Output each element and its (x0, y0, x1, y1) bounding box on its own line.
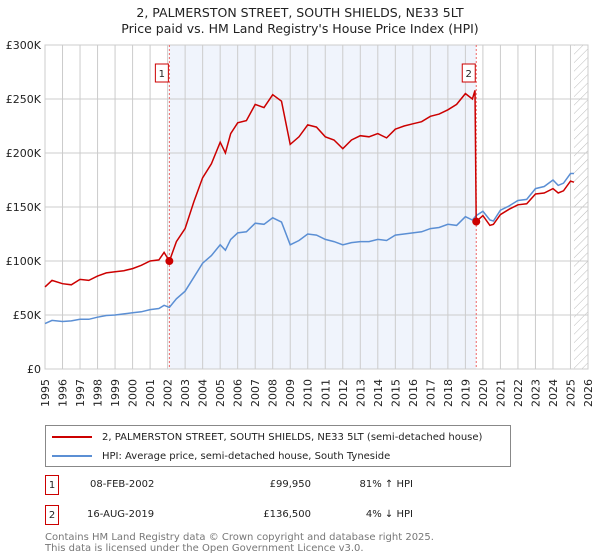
y-tick-label: £200K (6, 147, 42, 160)
x-tick-label: 2003 (179, 379, 192, 407)
x-tick-label: 1998 (92, 379, 105, 407)
transaction-row: 1 08-FEB-2002 £99,950 81% ↑ HPI (45, 475, 465, 495)
transaction-price: £99,950 (269, 479, 311, 490)
x-tick-label: 2000 (127, 379, 140, 407)
x-tick-label: 2026 (582, 379, 595, 407)
x-tick-label: 1999 (109, 379, 122, 407)
chart-title: 2, PALMERSTON STREET, SOUTH SHIELDS, NE3… (136, 5, 464, 20)
price-paid-line (44, 90, 575, 288)
sale-label-box (154, 63, 169, 83)
marker-badge: 2 (45, 505, 59, 525)
x-tick-label: 2010 (302, 379, 315, 407)
x-tick-label: 2017 (424, 379, 437, 407)
x-tick-label: 2004 (197, 379, 210, 407)
y-tick-label: £300K (6, 39, 42, 52)
y-tick-label: £0 (27, 363, 41, 376)
transaction-hpi-diff: 81% ↑ HPI (359, 479, 413, 490)
legend-label-hpi: HPI: Average price, semi-detached house,… (102, 450, 391, 462)
x-tick-label: 2014 (372, 379, 385, 407)
sale-point (165, 257, 174, 266)
x-tick-label: 2005 (214, 379, 227, 407)
x-tick-label: 2002 (162, 379, 175, 407)
x-tick-label: 1995 (39, 379, 52, 407)
x-tick-label: 2008 (267, 379, 280, 407)
legend-item-hpi: HPI: Average price, semi-detached house,… (52, 448, 390, 464)
sale-label: 2 (466, 69, 472, 80)
x-tick-label: 2009 (284, 379, 297, 407)
x-tick-label: 2006 (232, 379, 245, 407)
marker-badge: 1 (45, 475, 59, 495)
x-tick-label: 2013 (354, 379, 367, 407)
x-tick-label: 2025 (564, 379, 577, 407)
price-chart: 1995 1996 1997 1998 1999 2000 2001 2002 2003 2004… (6, 39, 595, 407)
y-tick-label: £100K (6, 255, 42, 268)
x-tick-label: 2019 (459, 379, 472, 407)
plot-border (44, 44, 589, 370)
x-tick-label: 2016 (407, 379, 420, 407)
x-tick-label: 2020 (477, 379, 490, 407)
legend-label-property: 2, PALMERSTON STREET, SOUTH SHIELDS, NE3… (102, 431, 483, 443)
legend-swatch-blue (52, 455, 92, 457)
footer-copyright: Contains HM Land Registry data © Crown c… (45, 532, 434, 543)
footer-licence: This data is licensed under the Open Gov… (45, 543, 364, 554)
x-tick-label: 2022 (512, 379, 525, 407)
x-tick-label: 2001 (144, 379, 157, 407)
x-tick-label: 2015 (389, 379, 402, 407)
chart-subtitle: Price paid vs. HM Land Registry's House … (121, 21, 479, 36)
x-tick-label: 1996 (57, 379, 70, 407)
x-tick-label: 2011 (319, 379, 332, 407)
transaction-date: 08-FEB-2002 (90, 479, 155, 490)
x-tick-label: 2018 (442, 379, 455, 407)
transaction-hpi-diff: 4% ↓ HPI (365, 509, 413, 520)
y-tick-label: £250K (6, 93, 42, 106)
x-tick-label: 2007 (249, 379, 262, 407)
legend-swatch-red (52, 436, 92, 438)
x-tick-label: 1997 (74, 379, 87, 407)
y-tick-label: £150K (6, 201, 42, 214)
legend: 2, PALMERSTON STREET, SOUTH SHIELDS, NE3… (45, 425, 511, 467)
sale-point (472, 217, 481, 226)
x-tick-label: 2024 (547, 379, 560, 407)
x-tick-label: 2023 (529, 379, 542, 407)
sale-label-box (461, 63, 476, 83)
transaction-row: 2 16-AUG-2019 £136,500 4% ↓ HPI (45, 505, 465, 525)
footer: Contains HM Land Registry data © Crown c… (45, 532, 434, 554)
transaction-price: £136,500 (263, 509, 311, 520)
hpi-line (44, 172, 574, 325)
x-tick-label: 2012 (337, 379, 350, 407)
sale-label: 1 (159, 69, 165, 80)
transaction-date: 16-AUG-2019 (87, 509, 155, 520)
x-tick-label: 2021 (494, 379, 507, 407)
y-tick-label: £50K (13, 309, 42, 322)
legend-item-property: 2, PALMERSTON STREET, SOUTH SHIELDS, NE3… (52, 429, 482, 445)
